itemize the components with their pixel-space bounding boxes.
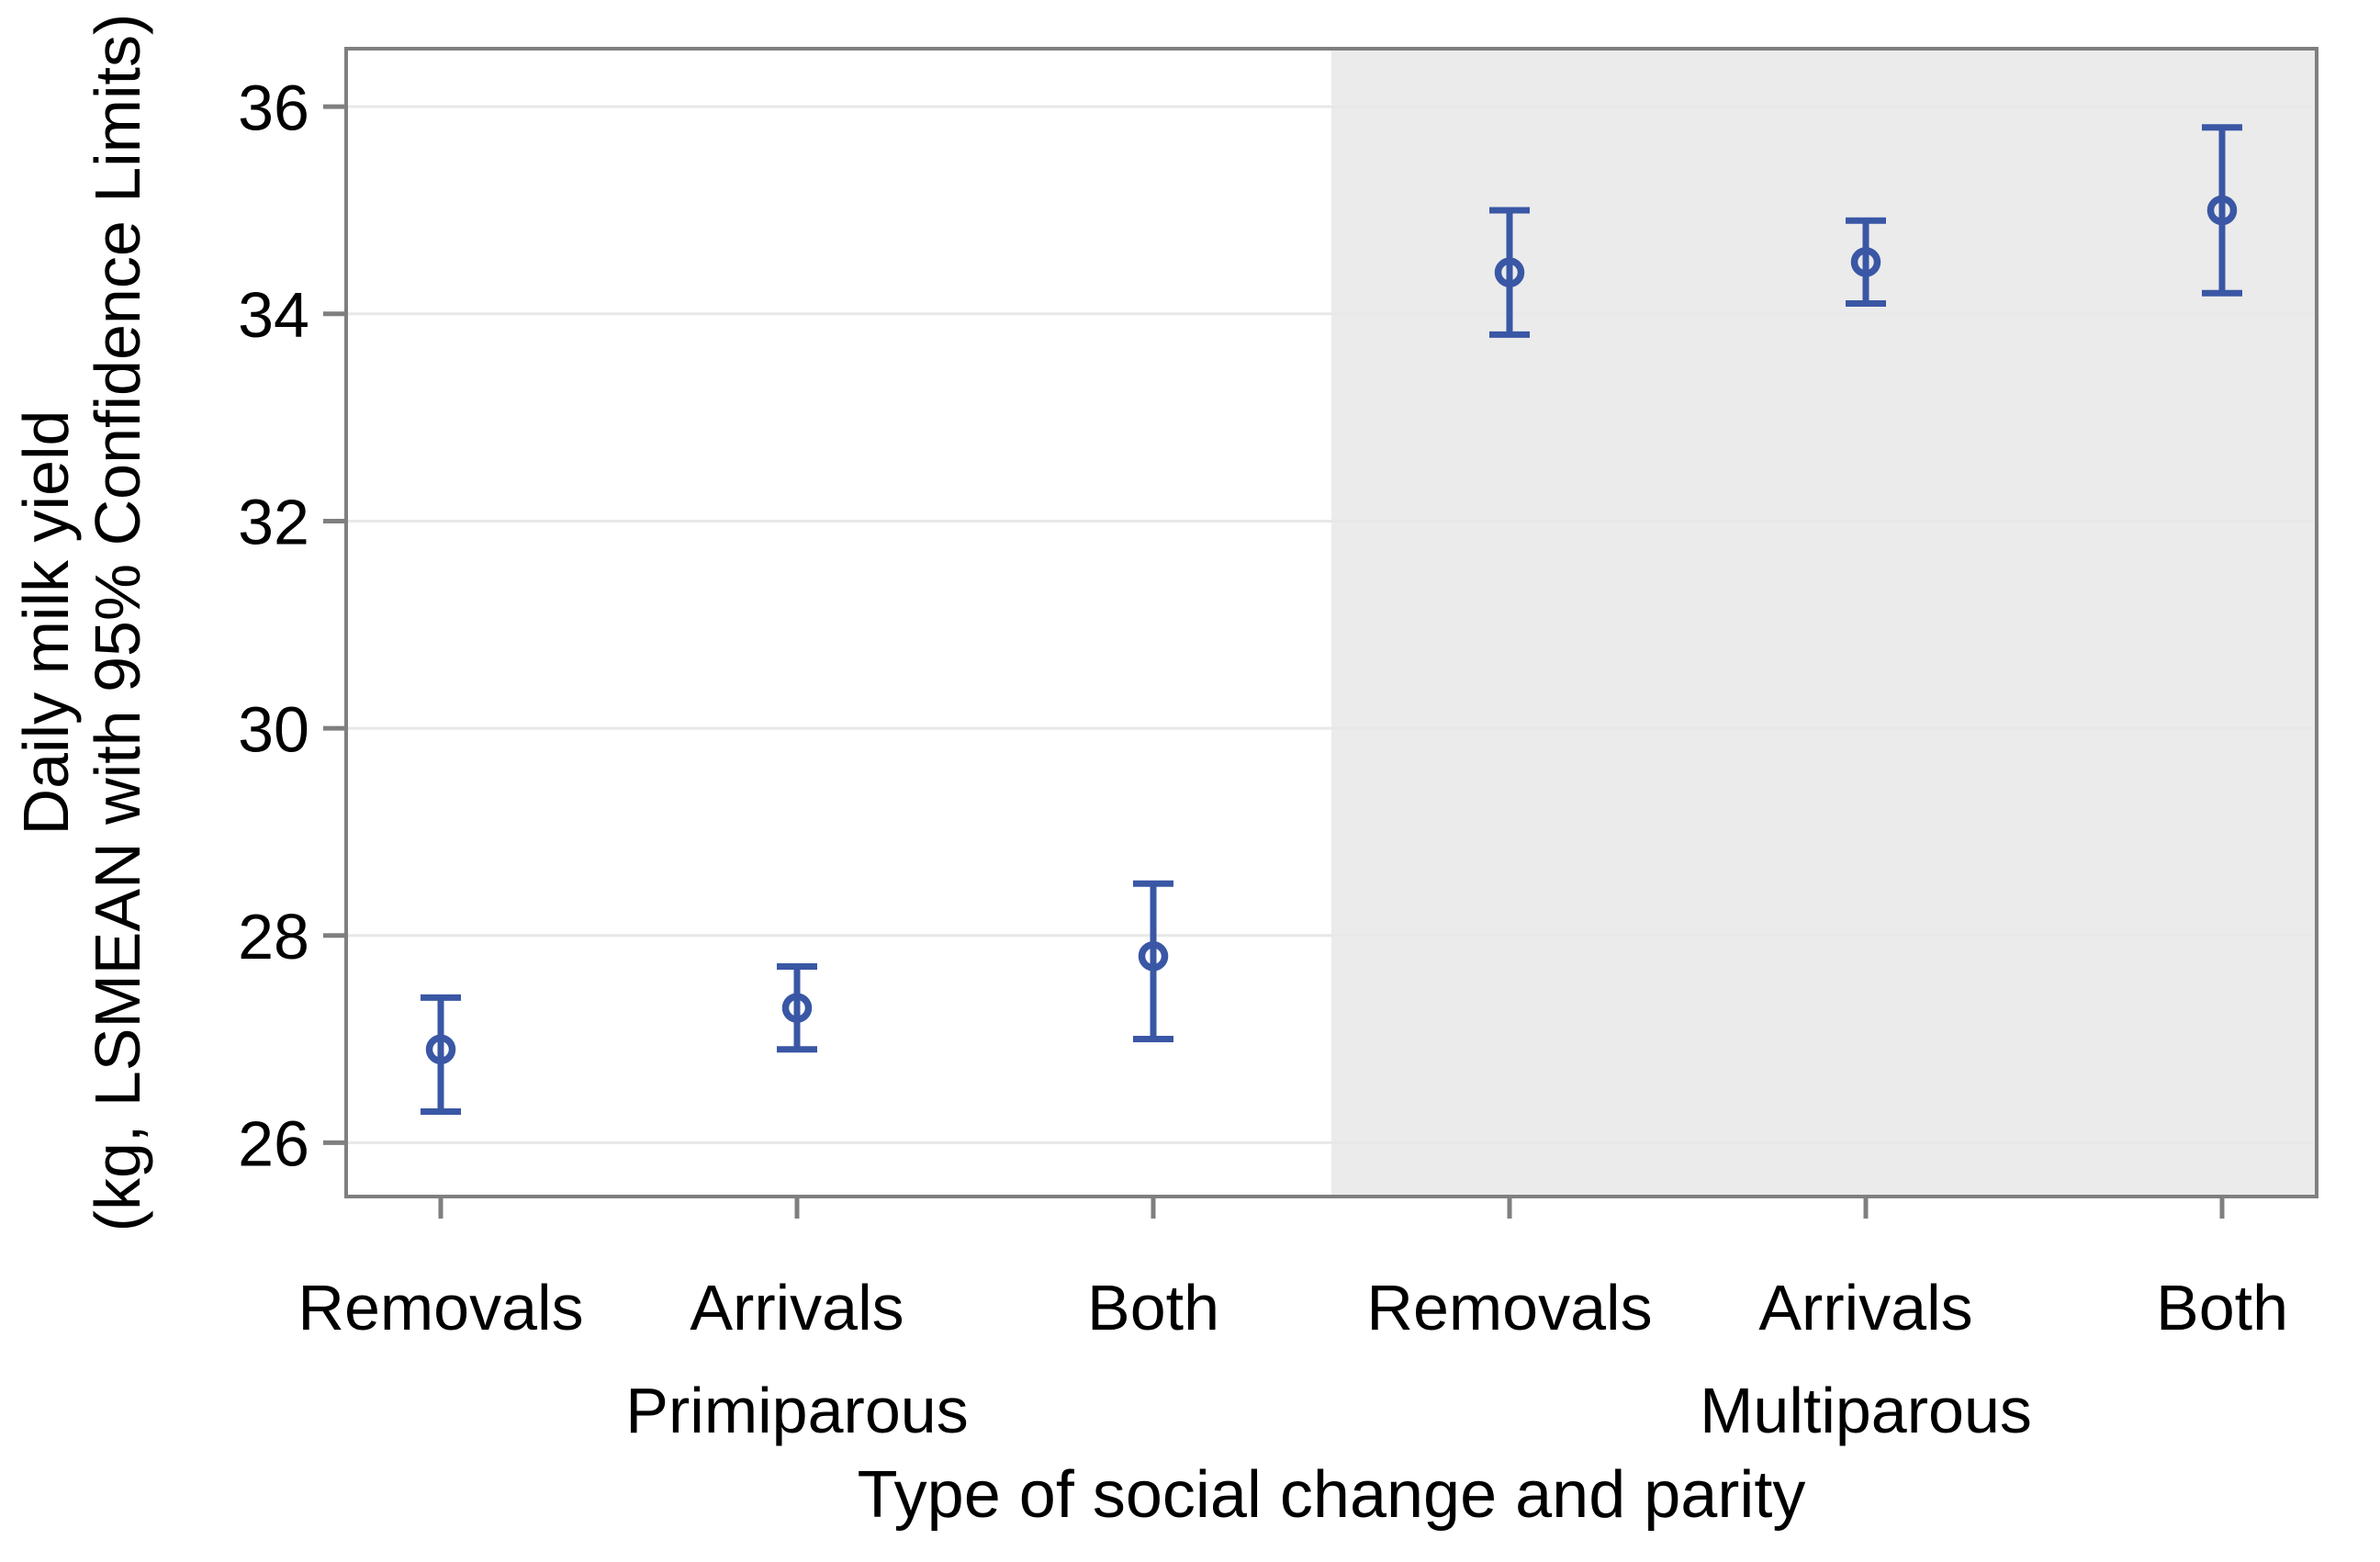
y-axis-title-line2: (kg, LSMEAN with 95% Confidence Limits) [82,14,153,1232]
error-bar [2202,124,2242,297]
y-tick-label: 34 [238,279,309,351]
mean-marker [1850,247,1881,277]
mean-marker [2206,195,2238,226]
y-tick-label: 32 [238,487,309,558]
mean-marker [1494,257,1525,287]
x-group-label: Primiparous [625,1375,968,1446]
x-category-label: Arrivals [690,1272,904,1343]
y-tick-label: 26 [238,1108,309,1180]
x-category-label: Removals [1366,1272,1652,1343]
error-bar [1489,207,1530,338]
data-layer [421,124,2242,1115]
plot-frame [344,47,2318,1198]
x-category-label: Both [2156,1272,2288,1343]
error-bar [421,994,461,1115]
x-axis-title: Type of social change and parity [858,1458,1806,1532]
x-group-label: Multiparous [1700,1375,2032,1446]
error-bar [1846,217,1886,308]
plot-frame-layer [344,47,2318,1198]
tick-layer: 26 28 30 32 34 36 Removals Arrivals Both Removals… [238,72,2288,1446]
error-bar [1133,880,1173,1043]
x-category-label: Arrivals [1758,1272,1972,1343]
label-layer: Type of social change and parity Daily m… [10,14,1805,1532]
x-category-label: Removals [298,1272,583,1343]
y-tick-label: 30 [238,693,309,765]
x-category-label: Both [1087,1272,1219,1343]
mean-marker [1138,941,1169,972]
y-axis-title-line1: Daily milk yield [10,410,82,836]
highlight-band-layer [1331,49,2317,1197]
error-bar [777,963,817,1053]
multiparous-highlight-band [1331,49,2317,1197]
y-tick-label: 36 [238,72,309,143]
mean-marker [425,1034,456,1065]
gridline-layer [346,105,2317,1144]
y-tick-label: 28 [238,901,309,972]
mean-marker [781,993,813,1023]
